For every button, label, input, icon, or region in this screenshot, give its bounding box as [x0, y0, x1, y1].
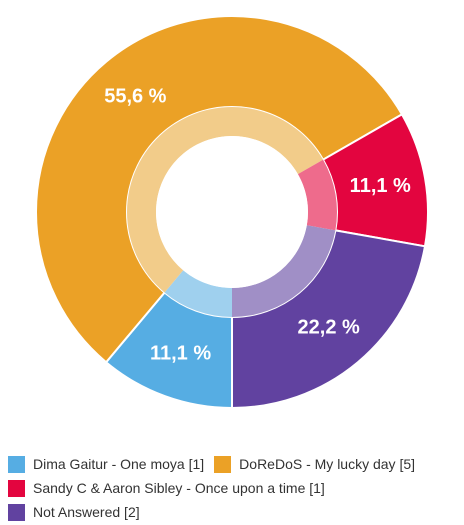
legend-item-3[interactable]: Not Answered [2]	[8, 503, 140, 521]
slice-inner-2	[297, 159, 337, 231]
legend-swatch	[8, 455, 25, 473]
slice-label-1: 55,6 %	[104, 86, 166, 108]
slice-inner-1	[126, 107, 324, 293]
legend-item-2[interactable]: Sandy C & Aaron Sibley - Once upon a tim…	[8, 479, 325, 497]
legend-swatch	[214, 455, 232, 473]
legend-swatch	[8, 479, 25, 497]
slice-label-2: 11,1 %	[350, 175, 411, 197]
legend-item-0[interactable]: Dima Gaitur - One moya [1]	[8, 455, 205, 473]
legend-row: Dima Gaitur - One moya [1] DoReDoS - My l…	[8, 452, 458, 476]
legend: Dima Gaitur - One moya [1] DoReDoS - My l…	[8, 452, 458, 524]
slice-1[interactable]	[35, 15, 403, 364]
inner-ring	[126, 107, 337, 317]
outer-ring	[35, 15, 429, 409]
legend-label: DoReDoS - My lucky day [5]	[239, 456, 416, 472]
slice-label-0: 11,1 %	[150, 342, 211, 364]
slice-inner-0	[164, 270, 232, 317]
donut-chart: 11,1 % 55,6 % 11,1 % 22,2 %	[35, 15, 429, 409]
legend-swatch	[8, 503, 25, 521]
slice-labels: 11,1 % 55,6 % 11,1 % 22,2 %	[104, 86, 411, 365]
legend-row: Sandy C & Aaron Sibley - Once upon a tim…	[8, 476, 458, 500]
legend-label: Sandy C & Aaron Sibley - Once upon a tim…	[33, 480, 325, 496]
center-hole	[156, 136, 308, 288]
legend-label: Not Answered [2]	[33, 504, 140, 520]
legend-item-1[interactable]: DoReDoS - My lucky day [5]	[214, 455, 416, 473]
slice-inner-3	[232, 225, 336, 317]
legend-label: Dima Gaitur - One moya [1]	[33, 456, 205, 472]
slice-label-3: 22,2 %	[298, 316, 360, 338]
legend-row: Not Answered [2]	[8, 500, 458, 524]
